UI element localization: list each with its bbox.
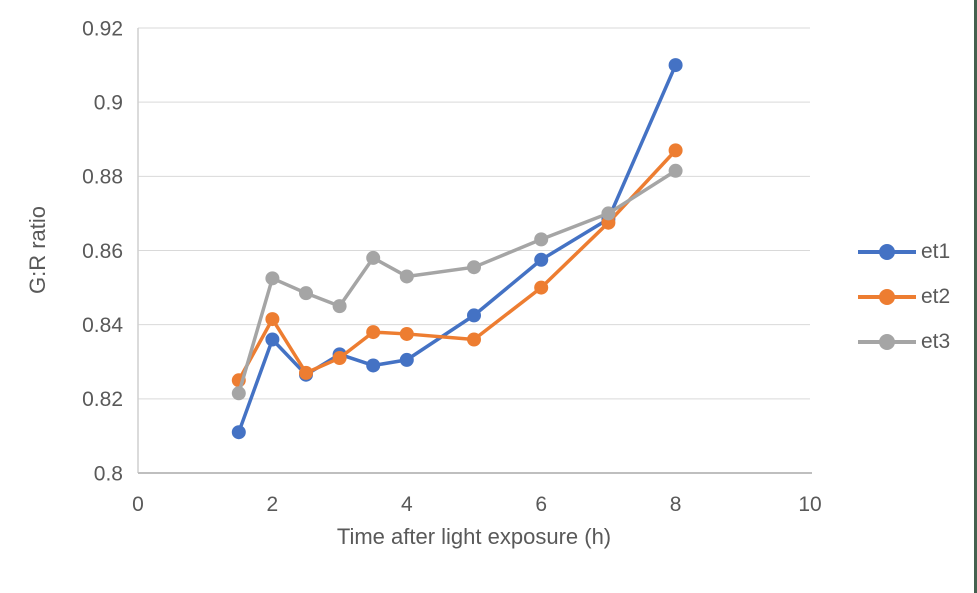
legend-label-et2: et2	[921, 285, 951, 308]
y-tick-label: 0.8	[94, 462, 123, 485]
data-marker-et3	[601, 206, 616, 221]
y-axis-title: G:R ratio	[25, 205, 50, 295]
legend-item-et1: et1	[858, 240, 950, 264]
y-tick-label: 0.92	[82, 17, 123, 40]
x-tick-label: 0	[132, 493, 144, 516]
y-tick-label: 0.86	[82, 240, 123, 263]
legend-label-et3: et3	[921, 330, 951, 353]
data-marker-et3	[399, 269, 414, 284]
y-tick-label: 0.84	[82, 314, 123, 337]
data-marker-et3	[299, 286, 313, 301]
legend-label-et1: et1	[921, 240, 951, 263]
x-tick-label: 8	[670, 493, 682, 516]
data-marker-et2	[265, 312, 280, 327]
legend-marker-et1-icon	[858, 240, 916, 264]
data-marker-et1	[467, 308, 481, 323]
data-marker-et1	[366, 358, 381, 373]
data-marker-et3	[231, 386, 246, 401]
y-tick-label: 0.88	[82, 166, 123, 189]
x-tick-label: 2	[267, 493, 279, 516]
y-tick-label: 0.82	[82, 388, 123, 411]
legend-item-et2: et2	[858, 285, 950, 309]
data-marker-et3	[332, 299, 347, 314]
data-marker-et1	[534, 252, 549, 267]
legend-item-et3: et3	[858, 330, 950, 354]
series-line-et2	[237, 148, 678, 383]
data-marker-et3	[265, 271, 280, 286]
chart-legend: et1 et2 et3	[858, 240, 950, 354]
window-right-edge	[974, 0, 977, 593]
legend-marker-et2-icon	[858, 285, 916, 309]
data-marker-et3	[366, 250, 381, 265]
data-marker-et2	[332, 351, 347, 366]
data-marker-et2	[366, 325, 381, 340]
data-marker-et2	[299, 365, 313, 380]
data-marker-et1	[231, 425, 246, 440]
x-tick-label: 10	[798, 493, 821, 516]
data-marker-et1	[399, 352, 414, 367]
series-line-et1	[237, 63, 678, 434]
legend-marker-et3-icon	[858, 330, 916, 354]
data-marker-et3	[668, 163, 683, 178]
series-line-et3	[237, 169, 678, 396]
x-tick-label: 4	[401, 493, 413, 516]
x-tick-label: 6	[535, 493, 547, 516]
x-axis-title: Time after light exposure (h)	[336, 524, 612, 549]
data-marker-et3	[467, 260, 481, 275]
data-marker-et2	[399, 326, 414, 341]
data-marker-et3	[534, 232, 549, 247]
data-marker-et2	[668, 143, 683, 158]
y-tick-label: 0.9	[94, 92, 123, 115]
data-marker-et1	[668, 58, 683, 73]
data-marker-et1	[265, 332, 280, 347]
data-marker-et2	[467, 332, 481, 347]
data-marker-et2	[534, 280, 549, 295]
